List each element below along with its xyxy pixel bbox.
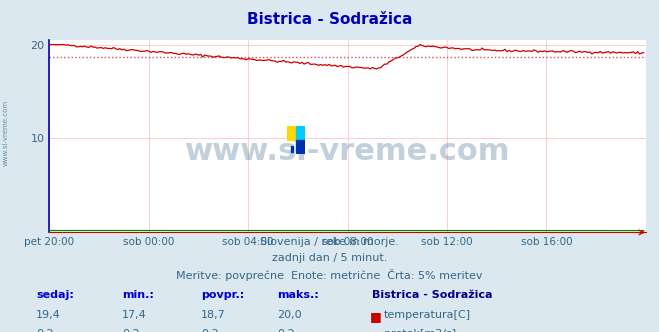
Text: 0,2: 0,2 [122,329,140,332]
Text: Meritve: povprečne  Enote: metrične  Črta: 5% meritev: Meritve: povprečne Enote: metrične Črta:… [176,269,483,281]
Text: 0,2: 0,2 [277,329,295,332]
Text: 19,4: 19,4 [36,310,61,320]
Bar [291,146,293,151]
Text: ■: ■ [370,310,382,323]
Text: ■: ■ [370,329,382,332]
Text: www.si-vreme.com: www.si-vreme.com [185,137,510,166]
Text: sedaj:: sedaj: [36,290,74,300]
Text: 20,0: 20,0 [277,310,301,320]
Bar [287,126,296,140]
Text: 17,4: 17,4 [122,310,147,320]
Bar [296,126,305,140]
Text: 18,7: 18,7 [201,310,226,320]
Text: temperatura[C]: temperatura[C] [384,310,471,320]
Text: Slovenija / reke in morje.: Slovenija / reke in morje. [260,237,399,247]
Text: www.si-vreme.com: www.si-vreme.com [2,100,9,166]
Text: min.:: min.: [122,290,154,300]
Bar [296,140,305,154]
Text: Bistrica - Sodražica: Bistrica - Sodražica [372,290,493,300]
Text: 0,2: 0,2 [201,329,219,332]
Text: povpr.:: povpr.: [201,290,244,300]
Text: Bistrica - Sodražica: Bistrica - Sodražica [247,12,412,27]
Text: pretok[m3/s]: pretok[m3/s] [384,329,456,332]
Text: zadnji dan / 5 minut.: zadnji dan / 5 minut. [272,253,387,263]
Text: 0,2: 0,2 [36,329,54,332]
Text: maks.:: maks.: [277,290,318,300]
